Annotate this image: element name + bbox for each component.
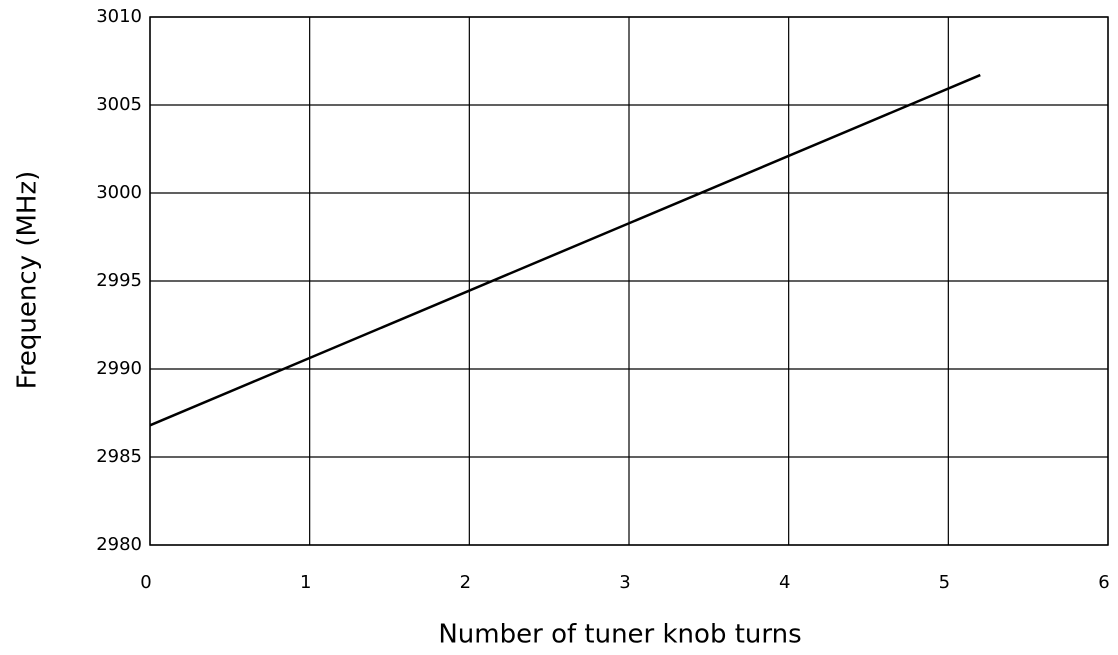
y-tick-label: 2995 (96, 270, 142, 291)
y-tick-label: 2985 (96, 446, 142, 467)
y-tick-label: 2980 (96, 534, 142, 555)
x-tick-label: 1 (300, 572, 311, 593)
y-tick-label: 3000 (96, 182, 142, 203)
y-tick-label: 2990 (96, 358, 142, 379)
y-tick-label: 3010 (96, 6, 142, 27)
x-tick-label: 6 (1098, 572, 1109, 593)
x-tick-label: 2 (460, 572, 471, 593)
x-tick-label: 4 (779, 572, 790, 593)
x-axis-label: Number of tuner knob turns (438, 620, 801, 650)
x-tick-label: 3 (619, 572, 630, 593)
y-tick-label: 3005 (96, 94, 142, 115)
data-line (149, 73, 981, 427)
y-axis-label: Frequency (MHz) (13, 171, 43, 390)
x-tick-label: 0 (140, 572, 151, 593)
x-tick-label: 5 (939, 572, 950, 593)
